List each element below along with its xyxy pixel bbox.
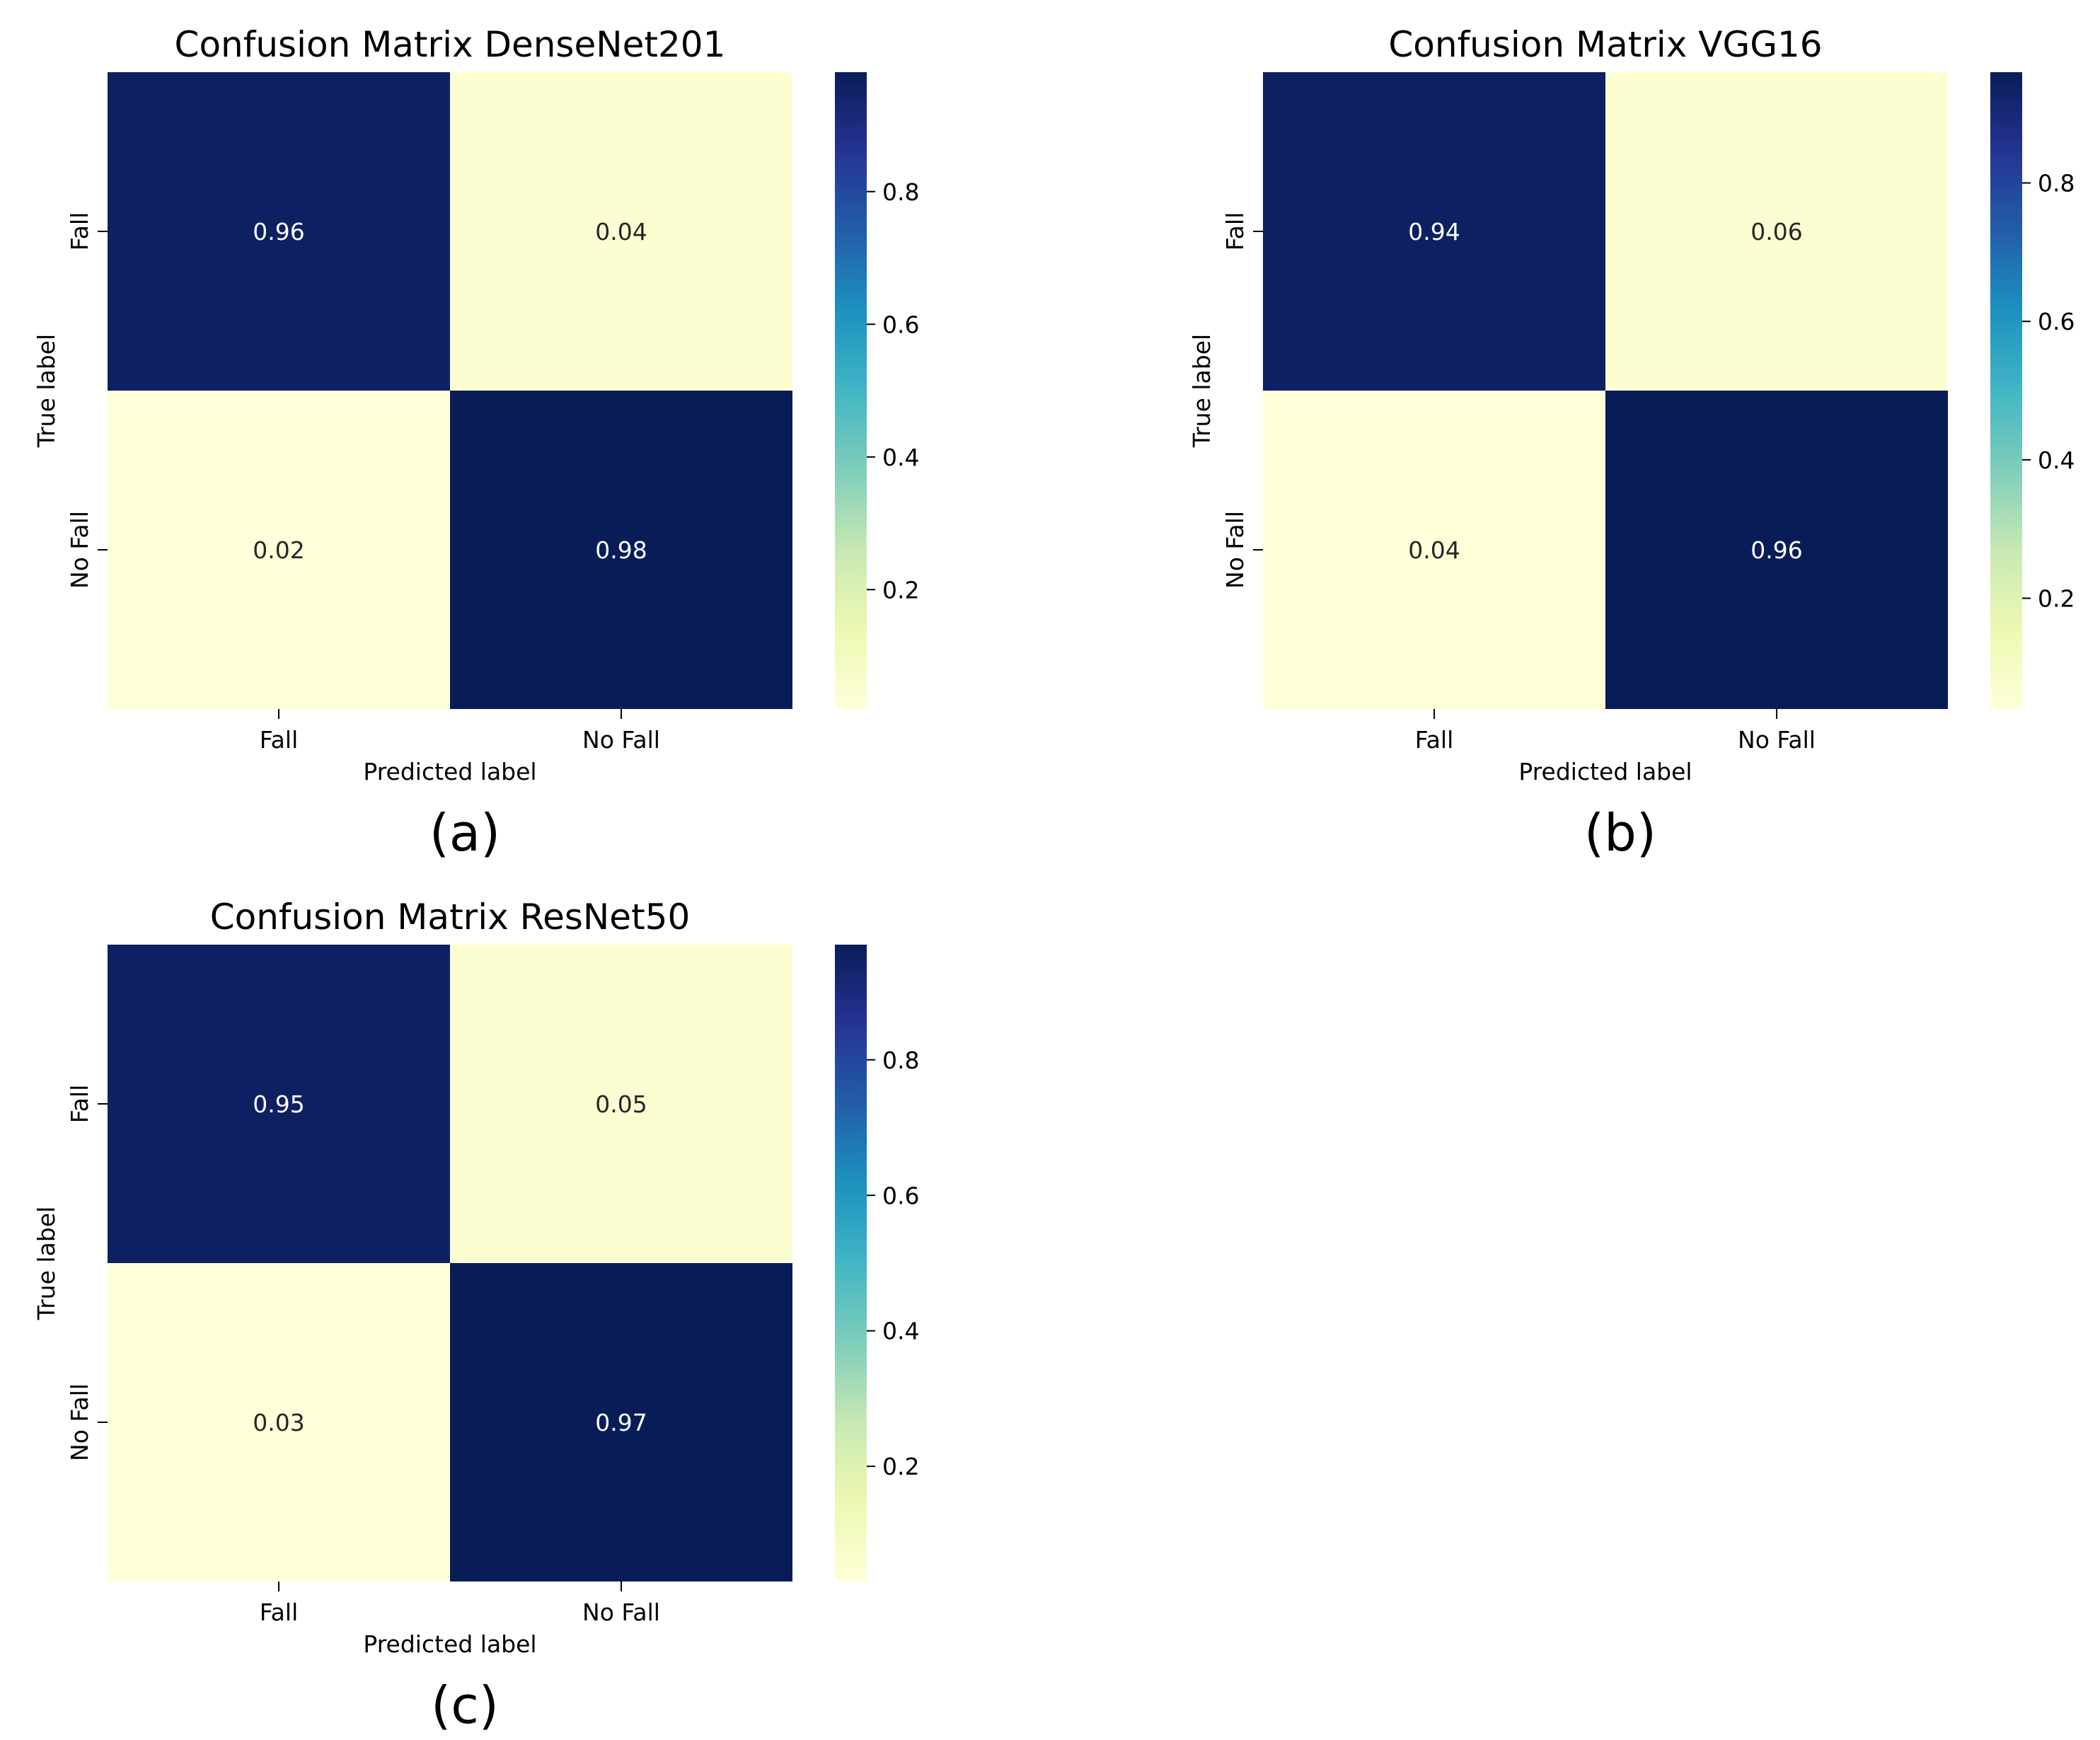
panel-label: (c): [431, 1676, 499, 1735]
colorbar: [835, 945, 867, 1581]
x-axis-label: Predicted label: [363, 758, 536, 785]
panel-1: Confusion Matrix VGG16 0.94 0.06 0.04 0.96 Fa…: [1188, 24, 2075, 863]
colorbar-tick-label: 0.6: [882, 311, 919, 338]
chart-title: Confusion Matrix DenseNet201: [175, 24, 726, 65]
cell-value-label: 0.06: [1750, 218, 1802, 246]
cell-value-label: 0.02: [253, 536, 304, 564]
panel-2: Confusion Matrix ResNet50 0.95 0.05 0.03 0.9…: [33, 897, 919, 1735]
x-axis-label: Predicted label: [1518, 758, 1692, 785]
chart-title: Confusion Matrix VGG16: [1388, 24, 1822, 65]
colorbar: [835, 72, 867, 709]
heatmap-cell: [108, 72, 450, 391]
colorbar-tick-label: 0.6: [2038, 308, 2075, 335]
heatmap-cell: [108, 1263, 450, 1581]
cell-value-label: 0.04: [1408, 536, 1460, 564]
cell-value-label: 0.96: [1750, 536, 1802, 564]
heatmap-cell: [1605, 391, 1948, 709]
y-axis-label: True label: [1188, 334, 1216, 448]
cell-value-label: 0.97: [595, 1409, 647, 1436]
colorbar-tick-label: 0.6: [882, 1182, 919, 1209]
colorbar-tick-label: 0.4: [2038, 446, 2075, 474]
y-axis-label: True label: [33, 334, 60, 448]
cell-value-label: 0.96: [253, 218, 304, 246]
heatmap-cell: [450, 72, 792, 391]
colorbar-tick-label: 0.4: [882, 1318, 919, 1345]
y-axis-label: True label: [33, 1206, 60, 1320]
heatmap-cell: [108, 945, 450, 1263]
x-axis-label: Predicted label: [363, 1630, 536, 1658]
chart-title: Confusion Matrix ResNet50: [210, 897, 691, 938]
heatmap-cell: [450, 945, 792, 1263]
x-tick-label: No Fall: [582, 726, 660, 754]
y-tick-label: No Fall: [1221, 511, 1249, 589]
colorbar-tick-label: 0.2: [882, 1453, 919, 1480]
y-tick-label: No Fall: [66, 511, 93, 589]
colorbar-tick-label: 0.8: [882, 1047, 919, 1074]
heatmap-cell: [450, 1263, 792, 1581]
colorbar: [1990, 72, 2022, 709]
panel-0: Confusion Matrix DenseNet201 0.96 0.04 0.02…: [33, 24, 919, 863]
colorbar-tick-label: 0.8: [882, 178, 919, 206]
colorbar-tick-label: 0.2: [882, 576, 919, 604]
heatmap-cell: [1263, 72, 1605, 391]
colorbar-tick-label: 0.8: [2038, 170, 2075, 197]
x-tick-label: Fall: [260, 1598, 299, 1626]
heatmap-cell: [1605, 72, 1948, 391]
cell-value-label: 0.94: [1408, 218, 1460, 246]
y-tick-label: Fall: [1221, 212, 1249, 251]
colorbar-tick-label: 0.2: [2038, 584, 2075, 612]
panel-label: (b): [1584, 803, 1656, 863]
heatmap-cell: [108, 391, 450, 709]
cell-value-label: 0.04: [595, 218, 647, 246]
x-tick-label: Fall: [260, 726, 299, 754]
x-tick-label: No Fall: [582, 1598, 660, 1626]
panel-label: (a): [429, 803, 500, 863]
cell-value-label: 0.03: [253, 1409, 304, 1436]
y-tick-label: Fall: [66, 1085, 93, 1124]
cell-value-label: 0.05: [595, 1090, 647, 1118]
colorbar-tick-label: 0.4: [882, 444, 919, 471]
y-tick-label: Fall: [66, 212, 93, 251]
cell-value-label: 0.98: [595, 536, 647, 564]
x-tick-label: Fall: [1415, 726, 1454, 754]
cell-value-label: 0.95: [253, 1090, 304, 1118]
heatmap-cell: [450, 391, 792, 709]
x-tick-label: No Fall: [1738, 726, 1816, 754]
heatmap-cell: [1263, 391, 1605, 709]
y-tick-label: No Fall: [66, 1383, 93, 1461]
